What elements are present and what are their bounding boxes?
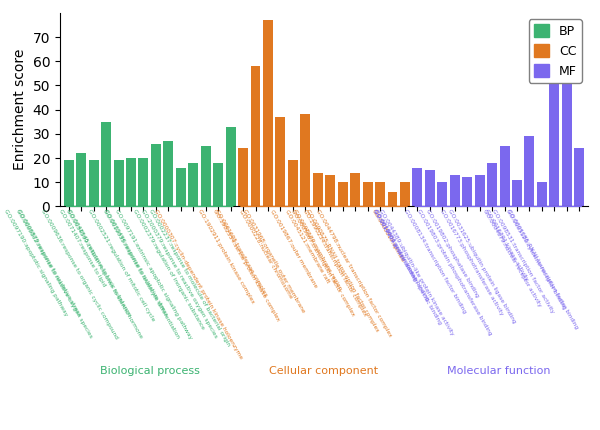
Bar [288, 160, 298, 206]
Bar [313, 172, 323, 206]
Text: GO:0005819:spindle: GO:0005819:spindle [370, 209, 405, 264]
Bar [188, 163, 198, 206]
Bar [375, 182, 385, 206]
Text: GO:0098589:membrane region: GO:0098589:membrane region [292, 209, 343, 291]
Bar [113, 160, 124, 206]
Bar [362, 182, 373, 206]
Text: GO:0031625:ubiquitin protein ligase binding: GO:0031625:ubiquitin protein ligase bind… [448, 209, 517, 325]
Text: GO:0019901:protein kinase binding: GO:0019901:protein kinase binding [373, 209, 430, 302]
Text: GO:0004679:nuclear receptor activity: GO:0004679:nuclear receptor activity [482, 209, 542, 308]
Legend: BP, CC, MF: BP, CC, MF [529, 19, 582, 83]
Bar [537, 182, 547, 206]
Text: GO:0019900:kinase binding: GO:0019900:kinase binding [372, 209, 418, 283]
Text: GO:0008134:transcription factor binding: GO:0008134:transcription factor binding [403, 209, 467, 314]
Bar [226, 126, 236, 206]
Y-axis label: Enrichment score: Enrichment score [13, 49, 27, 170]
Text: GO:0016773:phosphotransferase activity: GO:0016773:phosphotransferase activity [439, 209, 505, 316]
Bar [524, 136, 535, 206]
Bar [425, 170, 435, 206]
Bar [550, 68, 559, 206]
Bar [263, 20, 273, 206]
Text: GO:0045121:membrane raft: GO:0045121:membrane raft [284, 209, 330, 284]
Bar [76, 153, 86, 206]
Text: GO:0002379:regulation of inorganic substance: GO:0002379:regulation of inorganic subst… [133, 209, 206, 331]
Text: GO:0005126:cytokine receptor binding: GO:0005126:cytokine receptor binding [505, 209, 567, 310]
Bar [201, 146, 211, 206]
Text: GO:0071407:response to lipid: GO:0071407:response to lipid [58, 209, 106, 288]
Bar [338, 182, 347, 206]
Bar [500, 146, 509, 206]
Bar [487, 163, 497, 206]
Text: GO:0002237:response to molecule of bacterial origin: GO:0002237:response to molecule of bacte… [148, 209, 230, 347]
Text: GO:0016301:kinase activity: GO:0016301:kinase activity [484, 209, 529, 282]
Text: GO:1902554:serine protein kinase complex: GO:1902554:serine protein kinase complex [212, 209, 280, 322]
Text: GO:0032496:response to oxidative stress: GO:0032496:response to oxidative stress [103, 209, 169, 317]
Text: GO:0097191:extrinsic apoptotic signaling pathway: GO:0097191:extrinsic apoptotic signaling… [115, 209, 193, 341]
Text: GO:0006879:response to oxidative stress: GO:0006879:response to oxidative stress [16, 209, 81, 317]
Bar [512, 180, 522, 206]
Text: GO:0019904:protein domain specific binding: GO:0019904:protein domain specific bindi… [372, 209, 442, 326]
Bar [450, 175, 460, 206]
Bar [126, 158, 136, 206]
Text: GO:0019867:outer membrane: GO:0019867:outer membrane [269, 209, 318, 289]
Text: GO:0001085:RNAII transcription factor binding: GO:0001085:RNAII transcription factor bi… [506, 209, 579, 330]
Text: GO:0034599:cellular response to steroid hormone: GO:0034599:cellular response to steroid … [65, 209, 143, 340]
Bar [213, 163, 223, 206]
Bar [462, 177, 472, 206]
Text: Cellular component: Cellular component [269, 366, 379, 376]
Bar [412, 168, 422, 206]
Bar [163, 141, 173, 206]
Bar [101, 122, 111, 206]
Bar [562, 66, 572, 206]
Bar [388, 192, 397, 206]
Bar [437, 182, 447, 206]
Bar [89, 160, 98, 206]
Bar [151, 144, 161, 206]
Text: GO:0010035:response to leukocyte differentiation: GO:0010035:response to leukocyte differe… [103, 209, 181, 340]
Bar [275, 117, 286, 206]
Bar [139, 158, 148, 206]
Text: GO:1990234:transcription factor complex: GO:1990234:transcription factor complex [302, 209, 368, 317]
Bar [301, 114, 310, 206]
Bar [64, 160, 74, 206]
Bar [475, 175, 485, 206]
Text: GO:0019803:protein phosphotransferase binding: GO:0019803:protein phosphotransferase bi… [416, 209, 492, 336]
Text: GO:0000307:cyclin-dependent protein kinase holoenzyme: GO:0000307:cyclin-dependent protein kina… [153, 209, 243, 360]
Bar [325, 175, 335, 206]
Text: GO:0044389:ubiquitin-like protein kinase activity: GO:0044389:ubiquitin-like protein kinase… [378, 209, 455, 337]
Text: GO:0000228:nuclear chromosome: GO:0000228:nuclear chromosome [238, 209, 293, 299]
Text: GO:0097190:apoptotic signaling pathway: GO:0097190:apoptotic signaling pathway [3, 209, 69, 317]
Text: GO:0098531:transcription factor activity: GO:0098531:transcription factor activity [491, 209, 554, 314]
Text: GO:0019802:phosphatase binding: GO:0019802:phosphatase binding [425, 209, 479, 298]
Text: GO:0044798:nuclear transcription factor complex: GO:0044798:nuclear transcription factor … [315, 209, 392, 338]
Text: GO:0000302:response to reactive oxygen species: GO:0000302:response to reactive oxygen s… [16, 209, 94, 339]
Text: GO:2000379:response to reactive oxygen species: GO:2000379:response to reactive oxygen s… [140, 209, 218, 339]
Text: GO:1902911:protein kinase complex: GO:1902911:protein kinase complex [197, 209, 256, 305]
Bar [176, 168, 186, 206]
Text: GO:0009636:response to organic cyclic compound: GO:0009636:response to organic cyclic co… [40, 209, 119, 340]
Bar [251, 66, 260, 206]
Text: Biological process: Biological process [100, 366, 200, 376]
Text: Molecular function: Molecular function [446, 366, 550, 376]
Text: GO:0031968:organelle outer membrane: GO:0031968:organelle outer membrane [242, 209, 305, 314]
Bar [400, 182, 410, 206]
Bar [238, 148, 248, 206]
Text: GO:0005667:transcription factor complex: GO:0005667:transcription factor complex [290, 209, 355, 317]
Bar [574, 148, 584, 206]
Text: GO:0061695:transferase complex: GO:0061695:transferase complex [214, 209, 268, 298]
Text: GO:0002521:regulation of mitotic cell cycle: GO:0002521:regulation of mitotic cell cy… [88, 209, 156, 322]
Text: GO:0090575:RNAII transcription factor complex: GO:0090575:RNAII transcription factor co… [305, 209, 380, 333]
Bar [350, 172, 360, 206]
Text: GO:0048545:response to toxic substance: GO:0048545:response to toxic substance [65, 209, 131, 317]
